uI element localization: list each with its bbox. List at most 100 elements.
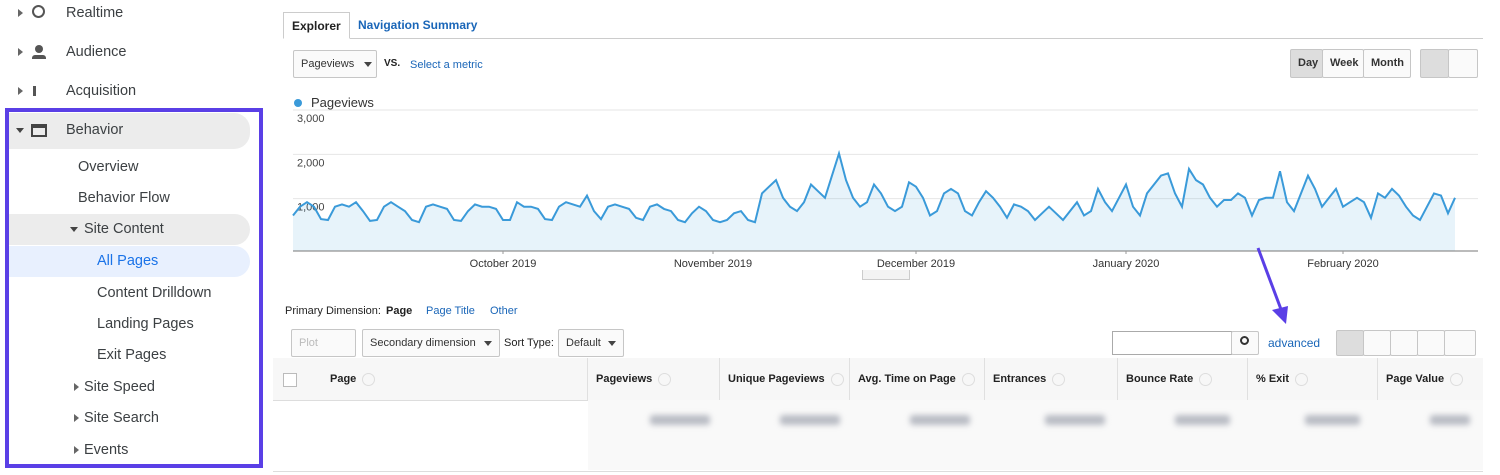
column-header[interactable]: Page: [305, 358, 588, 400]
caret: [608, 341, 616, 346]
arrow-head: [1272, 306, 1288, 324]
nav-item[interactable]: Site Speed: [84, 379, 155, 395]
nav-item[interactable]: Exit Pages: [97, 347, 167, 363]
blurred-value: [910, 415, 970, 425]
arrow-shaft: [1256, 247, 1284, 313]
metric-dropdown[interactable]: Pageviews: [293, 50, 377, 78]
row-selected: [8, 246, 250, 277]
icon-clock: [32, 5, 45, 18]
caret: [18, 87, 23, 95]
sort-label: Sort Type:: [504, 337, 554, 349]
dimension-option[interactable]: Page Title: [426, 305, 475, 317]
caret: [70, 227, 78, 232]
nav-item[interactable]: All Pages: [97, 253, 159, 269]
nav-item[interactable]: Overview: [78, 159, 139, 175]
y-tick-label: 3,000: [297, 113, 325, 125]
caret: [18, 9, 23, 17]
advanced-link[interactable]: advanced: [1268, 336, 1321, 350]
collapse-handle[interactable]: [862, 270, 910, 280]
checkbox[interactable]: [283, 373, 297, 387]
x-tick-label: November 2019: [674, 258, 752, 270]
x-tick-label: October 2019: [470, 258, 537, 270]
dropdown-label: Default: [566, 337, 601, 349]
header-label: Unique Pageviews: [728, 373, 825, 385]
header-label: Page Value: [1386, 373, 1445, 385]
column-header[interactable]: Entrances: [985, 358, 1118, 400]
header-label: Avg. Time on Page: [858, 373, 956, 385]
caret: [484, 341, 492, 346]
column-header[interactable]: Avg. Time on Page: [850, 358, 985, 400]
dimension-option[interactable]: Other: [490, 305, 518, 317]
tab[interactable]: Explorer: [283, 12, 350, 39]
blurred-value: [650, 415, 710, 425]
nav-item[interactable]: Realtime: [66, 5, 124, 21]
caret: [74, 383, 79, 391]
nav-item[interactable]: Site Search: [84, 410, 159, 426]
nav-item[interactable]: Behavior: [66, 122, 124, 138]
column-header[interactable]: % Exit: [1248, 358, 1378, 400]
period-button[interactable]: Day: [1290, 49, 1323, 78]
metric-label: Pageviews: [301, 58, 355, 70]
caret: [74, 446, 79, 454]
view-button[interactable]: [1444, 330, 1476, 356]
view-button[interactable]: [1336, 330, 1364, 356]
column-header[interactable]: Pageviews: [588, 358, 720, 400]
column-header[interactable]: Bounce Rate: [1118, 358, 1248, 400]
header-label: % Exit: [1256, 373, 1290, 385]
row-highlight: [8, 113, 250, 149]
legend-marker: [294, 99, 302, 107]
period-button[interactable]: Month: [1363, 49, 1411, 78]
nav-item[interactable]: Site Content: [84, 221, 164, 237]
icon-behavior: [31, 124, 47, 137]
table-header: [273, 358, 1483, 401]
tab[interactable]: Navigation Summary: [358, 18, 478, 32]
column-header[interactable]: Page Value: [1378, 358, 1483, 400]
period-button[interactable]: Week: [1322, 49, 1364, 78]
view-button[interactable]: [1363, 330, 1391, 356]
header-label: Pageviews: [596, 373, 653, 385]
icon-acquisition: [33, 86, 45, 96]
search-box[interactable]: [1112, 331, 1232, 355]
search-icon: [1240, 336, 1249, 345]
highlight-box: [5, 108, 263, 468]
nav-item[interactable]: Acquisition: [66, 83, 137, 99]
view-button[interactable]: [1417, 330, 1445, 356]
caret: [18, 48, 23, 56]
chart-type-button[interactable]: [1448, 49, 1478, 78]
x-tick-label: December 2019: [877, 258, 955, 270]
blurred-value: [1175, 415, 1230, 425]
x-tick-label: January 2020: [1093, 258, 1160, 270]
dimension-option[interactable]: Page: [386, 305, 413, 317]
blurred-value: [1305, 415, 1360, 425]
annotation-arrow: [1256, 247, 1288, 324]
vs-label: VS.: [384, 58, 401, 69]
line: [292, 149, 1456, 224]
icon-audience: [35, 45, 43, 53]
caret: [16, 128, 24, 133]
caret: [364, 62, 372, 67]
dimension-label: Primary Dimension:: [285, 305, 381, 317]
secondary-dimension-dropdown[interactable]: Secondary dimension: [362, 329, 500, 357]
select-metric-link[interactable]: Select a metric: [410, 59, 483, 71]
plot-rows-button[interactable]: Plot Rows: [291, 329, 356, 375]
dropdown-label: Secondary dimension: [370, 337, 476, 349]
nav-item[interactable]: Audience: [66, 44, 127, 60]
x-tick-label: February 2020: [1307, 258, 1379, 270]
area: [293, 153, 1455, 251]
nav-item[interactable]: Behavior Flow: [78, 190, 170, 206]
table-row: [588, 400, 1483, 470]
icon-audience: [32, 55, 46, 59]
row-highlight: [8, 214, 250, 245]
blurred-value: [1045, 415, 1105, 425]
header-label: Bounce Rate: [1126, 373, 1194, 385]
chart-type-button[interactable]: [1420, 49, 1449, 78]
header-label: Entrances: [993, 373, 1047, 385]
view-button[interactable]: [1390, 330, 1418, 356]
nav-item[interactable]: Events: [84, 442, 129, 458]
nav-item[interactable]: Content Drilldown: [97, 285, 212, 301]
column-header[interactable]: Unique Pageviews: [720, 358, 850, 400]
nav-item[interactable]: Landing Pages: [97, 316, 194, 332]
tab-line: [283, 38, 1483, 39]
